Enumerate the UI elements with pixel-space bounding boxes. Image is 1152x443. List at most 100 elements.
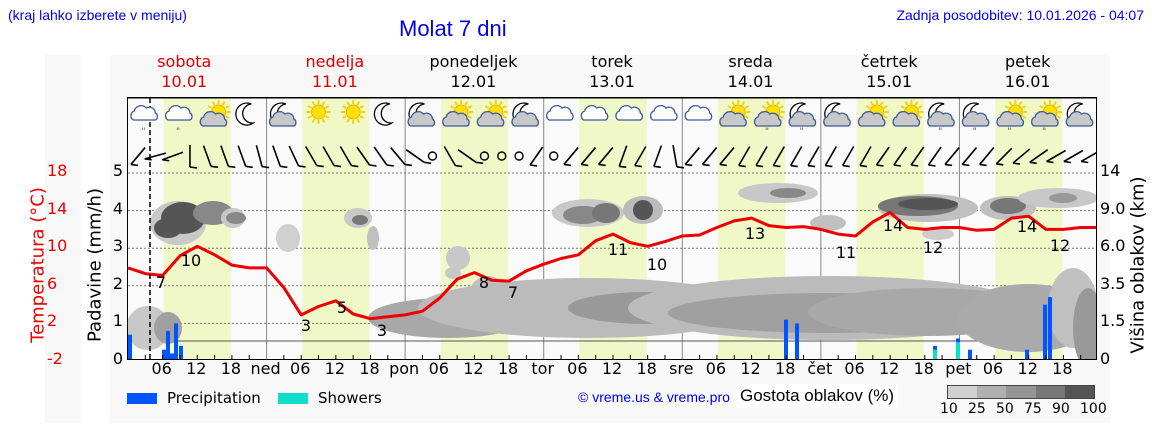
axis-tick: 2	[112, 273, 123, 293]
day-label-0: sobota 10.01	[124, 52, 244, 92]
wind-barb-icon	[755, 146, 768, 168]
cloud-density-tick: 90	[1052, 401, 1070, 417]
temperature-value-label: 11	[836, 243, 856, 262]
axis-tick: -2	[47, 349, 63, 368]
axis-tick: 14	[47, 198, 68, 218]
cloud-density-scale	[947, 385, 1095, 399]
day-name: sobota	[157, 52, 212, 71]
precipitation-bar	[784, 319, 788, 359]
precipitation-bar	[174, 323, 178, 359]
x-axis-label: pet	[945, 359, 972, 378]
x-axis-label: 06	[567, 359, 588, 378]
temperature-value-label: 14	[883, 216, 903, 235]
wind-barb-icon	[1080, 152, 1096, 164]
day-name: sreda	[728, 52, 773, 71]
x-axis-label: 18	[913, 359, 934, 378]
x-axis-label: 06	[428, 359, 449, 378]
day-label-4: sreda 14.01	[691, 52, 811, 92]
x-axis-label: 12	[186, 359, 207, 378]
day-label-5: četrtek 15.01	[829, 52, 949, 92]
sun-cloud-rain-icon: "	[1031, 100, 1063, 137]
precipitation-bar	[162, 349, 166, 359]
cloud-density-blob	[1073, 288, 1096, 359]
wind-barb-icon	[144, 152, 167, 161]
cloud-density-blob	[226, 212, 246, 224]
axis-tick: 1.5	[1100, 311, 1126, 331]
wind-barb-icon	[790, 146, 803, 168]
cloud-density-blob	[633, 200, 653, 220]
temperature-value-label: 11	[608, 240, 628, 259]
cloud-density-blob	[352, 215, 368, 225]
x-axis-label: ned	[250, 359, 281, 378]
x-axis-label: 06	[151, 359, 172, 378]
region-hint-link[interactable]: (kraj lahko izberete v meniju)	[8, 7, 187, 23]
axis-tick: 0	[112, 349, 123, 368]
cloud-density-tick: 10	[940, 401, 958, 417]
cloud-density-title: Gostota oblakov (%)	[736, 384, 899, 408]
axis-tick: 6.0	[1100, 236, 1126, 256]
x-axis-label: 18	[636, 359, 657, 378]
cloud-icon	[615, 105, 644, 121]
wind-barb-icon	[356, 146, 377, 167]
cloud-density-tick: 25	[968, 401, 986, 417]
wind-barb-icon	[1012, 148, 1031, 165]
wind-barb-icon	[162, 151, 184, 162]
temperature-value-label: 13	[745, 224, 765, 243]
wind-barb-icon	[1063, 149, 1084, 164]
moon-cloud-rain-icon: "	[788, 102, 817, 137]
showers-label: Showers	[318, 389, 382, 407]
x-axis-label: 12	[601, 359, 623, 378]
precipitation-bar	[1025, 349, 1029, 359]
wind-barb-icon	[824, 146, 838, 168]
sun-cloud-icon	[892, 100, 924, 127]
wind-barb-icon	[189, 145, 198, 169]
svg-text:": "	[765, 127, 769, 137]
wind-barb-icon	[672, 145, 684, 169]
wind-barb-icon	[563, 147, 579, 167]
precipitation-swatch	[127, 392, 157, 404]
wind-barb-icon	[390, 147, 413, 167]
wind-barb-icon	[457, 149, 484, 165]
wind-barb-icon	[618, 145, 628, 169]
x-axis-label: 12	[463, 359, 484, 378]
wind-barb-icon	[427, 151, 438, 161]
temperature-value-label: 7	[156, 273, 166, 292]
cloud-density-blob	[922, 228, 954, 240]
day-name: četrtek	[860, 52, 918, 71]
moon-cloud-icon	[268, 102, 297, 127]
cloud-density-blob	[770, 188, 806, 198]
wind-barb-icon	[305, 146, 324, 168]
axis-tick: 2	[47, 311, 58, 331]
wind-barb-icon	[272, 145, 288, 169]
wind-barb-icon	[237, 145, 253, 169]
cloud-density-tick: 100	[1080, 401, 1107, 417]
sun-cloud-rain-icon: "	[753, 100, 785, 137]
svg-text:": "	[176, 127, 180, 137]
day-label-2: ponedeljek 12.01	[413, 52, 533, 92]
x-axis-label: 18	[220, 359, 242, 378]
sun-icon	[341, 100, 366, 124]
wind-barb-icon	[961, 147, 978, 167]
temperature-value-label: 3	[301, 316, 311, 335]
wind-barb-icon	[719, 147, 735, 167]
wind-barb-icon	[875, 146, 890, 167]
svg-text:": "	[141, 127, 145, 137]
svg-text:": "	[1007, 127, 1011, 137]
axis-tick: 9.0	[1100, 198, 1126, 218]
shower-bar	[933, 349, 937, 359]
moon-cloud-rain-icon: "	[927, 102, 955, 137]
wind-barb-icon	[653, 145, 663, 169]
temperature-value-label: 8	[479, 273, 489, 292]
x-axis-label: tor	[531, 359, 555, 378]
x-axis-label: pon	[389, 359, 420, 378]
day-date: 11.01	[311, 72, 358, 91]
x-axis-label: 12	[740, 359, 761, 378]
wind-barb-icon	[684, 147, 700, 167]
wind-barb-icon	[220, 145, 236, 169]
wind-barb-icon	[549, 151, 559, 161]
copyright-link[interactable]: © vreme.us & vreme.pro	[578, 389, 730, 405]
temperature-axis-panel	[45, 55, 81, 423]
x-axis-label: čet	[807, 359, 833, 378]
showers-swatch	[278, 392, 308, 404]
cloud-density-tick: 50	[996, 401, 1014, 417]
